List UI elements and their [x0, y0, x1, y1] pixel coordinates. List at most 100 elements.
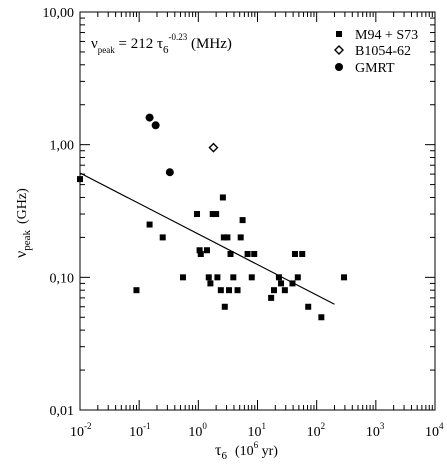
point-m94-s73 — [281, 287, 288, 294]
point-m94-s73 — [214, 274, 221, 281]
point-m94-s73 — [179, 274, 186, 281]
tick-group — [79, 11, 436, 411]
x-tick-label: 10-1 — [129, 421, 151, 440]
x-tick-exp: 2 — [321, 421, 326, 431]
x-tick-exp: 3 — [380, 421, 385, 431]
x-tick-label: 103 — [366, 421, 385, 440]
point-m94-s73 — [221, 303, 228, 310]
point-m94-s73 — [294, 274, 301, 281]
x-tick-base: 10 — [366, 425, 380, 440]
point-m94-s73 — [278, 280, 285, 287]
annot-eq: = 212 τ — [115, 36, 163, 52]
x-tick-exp: -1 — [143, 421, 151, 431]
point-m94-s73 — [268, 294, 275, 301]
point-m94-s73 — [196, 247, 203, 254]
point-m94-s73 — [239, 217, 246, 224]
point-m94-s73 — [318, 314, 325, 321]
x-title-unit: (10 — [235, 444, 254, 459]
legend-label-b1054: B1054-62 — [355, 44, 411, 59]
point-m94-s73 — [220, 234, 227, 241]
x-tick-exp: 0 — [202, 421, 207, 431]
point-m94-s73 — [146, 221, 153, 228]
y-tick-labels: 0,01 0,10 1,00 10,00 — [43, 6, 75, 419]
point-m94-s73 — [197, 250, 204, 257]
point-gmrt — [151, 121, 160, 130]
point-m94-s73 — [219, 194, 226, 201]
annot-unit: (MHz) — [187, 36, 232, 52]
y-title-sub: peak — [21, 230, 33, 251]
x-title-unit-exp: 6 — [254, 440, 259, 450]
point-m94-s73 — [209, 211, 216, 218]
point-m94-s73 — [213, 211, 220, 218]
point-m94-s73 — [207, 280, 214, 287]
legend-label-m94-s73: M94 + S73 — [355, 28, 418, 43]
point-m94-s73 — [341, 274, 348, 281]
point-m94-s73 — [226, 287, 233, 294]
x-tick-exp: 1 — [262, 421, 267, 431]
y-tick-label: 10,00 — [43, 6, 75, 21]
point-m94-s73 — [227, 250, 234, 257]
y-axis-title: νpeak (GHz) — [13, 188, 33, 258]
annot-tau-sub: 6 — [163, 44, 169, 56]
point-m94-s73 — [270, 287, 277, 294]
y-tick-label: 0,10 — [50, 271, 75, 286]
x-title-sub: 6 — [221, 450, 227, 462]
x-tick-base: 10 — [129, 425, 143, 440]
y-tick-label: 0,01 — [50, 404, 75, 419]
point-m94-s73 — [248, 274, 255, 281]
x-tick-exp: 4 — [439, 421, 444, 431]
point-m94-s73 — [237, 234, 244, 241]
fit-line — [79, 172, 335, 305]
point-m94-s73 — [77, 176, 83, 183]
point-m94-s73 — [205, 274, 212, 281]
annot-nu: ν — [91, 36, 98, 52]
y-title-unit: (GHz) — [15, 188, 30, 224]
fit-line-group — [79, 172, 335, 305]
point-m94-s73 — [299, 250, 306, 257]
x-tick-label: 102 — [307, 421, 326, 440]
x-title-unit-tail: yr) — [258, 444, 278, 459]
legend-marker-diamond — [334, 45, 344, 55]
point-m94-s73 — [159, 234, 166, 241]
annot-exp: -0.23 — [169, 32, 188, 42]
y-tick-label: 1,00 — [50, 139, 75, 154]
x-tick-label: 104 — [425, 421, 444, 440]
x-tick-base: 10 — [425, 425, 439, 440]
point-m94-s73 — [203, 247, 210, 254]
point-gmrt — [165, 168, 174, 177]
x-tick-label: 100 — [188, 421, 207, 440]
x-tick-base: 10 — [70, 425, 84, 440]
x-tick-label: 101 — [248, 421, 267, 440]
legend: M94 + S73 B1054-62 GMRT — [334, 28, 418, 76]
annot-nu-sub: peak — [98, 45, 115, 55]
data-points — [77, 113, 348, 321]
point-m94-s73 — [289, 280, 296, 287]
point-m94-s73 — [133, 287, 140, 294]
x-tick-exp: -2 — [84, 421, 92, 431]
point-m94-s73 — [291, 250, 298, 257]
point-m94-s73 — [234, 287, 241, 294]
point-m94-s73 — [217, 287, 224, 294]
legend-label-gmrt: GMRT — [355, 61, 395, 76]
x-axis-title: τ6 (106 yr) — [215, 440, 278, 462]
point-m94-s73 — [230, 274, 237, 281]
fit-annotation: νpeak = 212 τ6-0.23 (MHz) — [91, 32, 232, 56]
point-m94-s73 — [244, 250, 251, 257]
point-m94-s73 — [275, 274, 282, 281]
y-title-main: ν — [13, 251, 30, 258]
x-tick-label: 10-2 — [70, 421, 92, 440]
x-tick-labels: 10-2 10-1 100 101 102 103 104 — [70, 421, 444, 440]
x-title-main: τ — [215, 442, 222, 459]
point-m94-s73 — [224, 234, 231, 241]
x-tick-base: 10 — [188, 425, 202, 440]
point-m94-s73 — [194, 211, 201, 218]
point-m94-s73 — [251, 250, 258, 257]
point-m94-s73 — [305, 303, 312, 310]
legend-marker-square — [336, 31, 342, 37]
legend-marker-circle — [335, 63, 343, 71]
point-gmrt — [145, 113, 154, 122]
point-b1054-62 — [208, 142, 219, 153]
x-tick-base: 10 — [248, 425, 262, 440]
x-tick-base: 10 — [307, 425, 321, 440]
